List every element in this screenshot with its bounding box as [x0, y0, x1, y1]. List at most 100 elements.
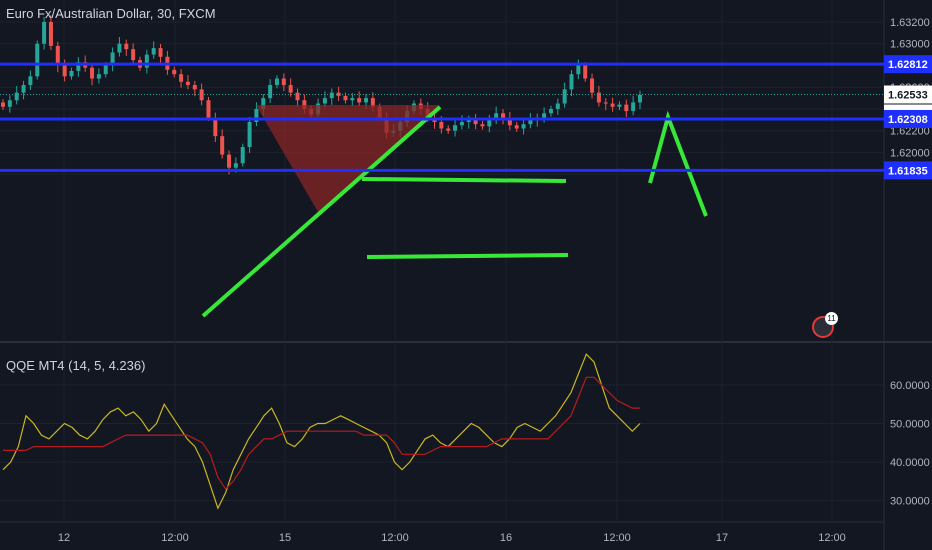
price-tag-resistance: 1.62812: [888, 59, 928, 71]
candle-body: [370, 98, 375, 107]
candle-body: [569, 74, 574, 90]
candle-body: [542, 113, 547, 118]
candle-body: [617, 104, 622, 107]
candle-body: [466, 119, 471, 122]
drawings: [0, 62, 884, 318]
candle-body: [179, 74, 184, 82]
y-tick-label: 1.62000: [890, 147, 930, 159]
candle-body: [590, 78, 595, 93]
candle-body: [473, 119, 478, 125]
time-axis: 12 12:00 15 12:00 16 12:00 17 12:00: [58, 532, 846, 544]
x-tick-label: 16: [500, 532, 512, 544]
candle-body: [514, 125, 519, 129]
chart-title: Euro Fx/Australian Dollar, 30, FXCM: [6, 6, 216, 21]
candle-body: [69, 70, 74, 77]
candle-body: [206, 100, 211, 118]
candle-body: [14, 92, 19, 101]
candle-body: [336, 92, 341, 96]
qqe-series-line: [2, 353, 641, 510]
range-top-line: [361, 177, 567, 183]
candle-body: [117, 43, 122, 53]
candle-body: [158, 48, 163, 57]
candle-body: [343, 95, 348, 101]
candle-body: [521, 124, 526, 129]
x-tick-label: 15: [279, 532, 291, 544]
candle-body: [103, 65, 108, 75]
x-tick-label: 12:00: [603, 532, 631, 544]
price-tag-support: 1.62308: [888, 114, 928, 126]
candle-body: [21, 85, 26, 93]
candle-body: [144, 54, 149, 68]
alert-count: 11: [825, 312, 838, 325]
candle-body: [55, 45, 60, 66]
candle-body: [151, 48, 156, 55]
candle-body: [48, 22, 53, 46]
candle-body: [62, 65, 67, 77]
projection-path: [648, 110, 708, 217]
candle-body: [35, 43, 40, 77]
candle-body: [281, 78, 286, 86]
candle-body: [247, 122, 252, 147]
candle-body: [322, 98, 327, 104]
candle-body: [583, 65, 588, 79]
candle-body: [480, 124, 485, 127]
range-bottom-line: [366, 253, 569, 259]
candle-body: [90, 67, 95, 79]
qqe-y-tick-label: 60.0000: [890, 380, 930, 392]
candle-body: [110, 52, 115, 66]
candle-body: [240, 147, 245, 164]
candle-body: [7, 100, 12, 107]
price-tag-support-low: 1.61835: [888, 165, 928, 177]
candle-body: [555, 103, 560, 109]
candle-body: [610, 103, 615, 107]
candle-body: [124, 43, 129, 50]
price-tag-last-bg: [884, 85, 932, 104]
candle-body: [494, 113, 499, 120]
candle-body: [268, 85, 273, 99]
candle-body: [446, 128, 451, 131]
candle-body: [185, 81, 190, 86]
candle-body: [96, 74, 101, 79]
candle-body: [254, 108, 259, 122]
candle-body: [233, 163, 238, 168]
qqe-y-tick-label: 40.0000: [890, 457, 930, 469]
candle-body: [220, 136, 225, 155]
x-tick-label: 12: [58, 532, 70, 544]
candle-body: [631, 102, 636, 112]
candle-body: [576, 65, 581, 75]
candle-body: [562, 89, 567, 104]
qqe-indicator: [2, 353, 641, 510]
candle-body: [624, 104, 629, 112]
price-tag-support-bg: [884, 109, 932, 128]
candle-body: [364, 98, 369, 103]
candle-body: [274, 78, 279, 86]
qqe-y-tick-label: 30.0000: [890, 496, 930, 508]
x-tick-label: 12:00: [161, 532, 189, 544]
y-tick-label: 1.63200: [890, 17, 930, 29]
candle-body: [439, 122, 444, 129]
alert-icon[interactable]: 11: [812, 312, 838, 338]
candle-body: [227, 154, 232, 168]
qqe-series-line: [3, 376, 640, 490]
candle-body: [603, 102, 608, 104]
candle-body: [261, 98, 266, 109]
candle-body: [501, 113, 506, 118]
price-tag-resistance-bg: [884, 55, 932, 74]
candle-body: [548, 108, 553, 114]
candle-body: [192, 85, 197, 90]
candle-body: [596, 92, 601, 103]
candle-body: [357, 98, 362, 103]
candle-body: [42, 22, 47, 44]
candle-body: [172, 69, 177, 75]
price-tag-support-low-bg: [884, 161, 932, 180]
y-tick-label: 1.62200: [890, 126, 930, 138]
price-tag-last: 1.62533: [888, 90, 928, 102]
trendline: [201, 105, 442, 318]
candle-body: [76, 62, 81, 71]
candle-body: [528, 119, 533, 125]
candle-body: [487, 119, 492, 127]
resistance-triangle: [256, 105, 440, 212]
